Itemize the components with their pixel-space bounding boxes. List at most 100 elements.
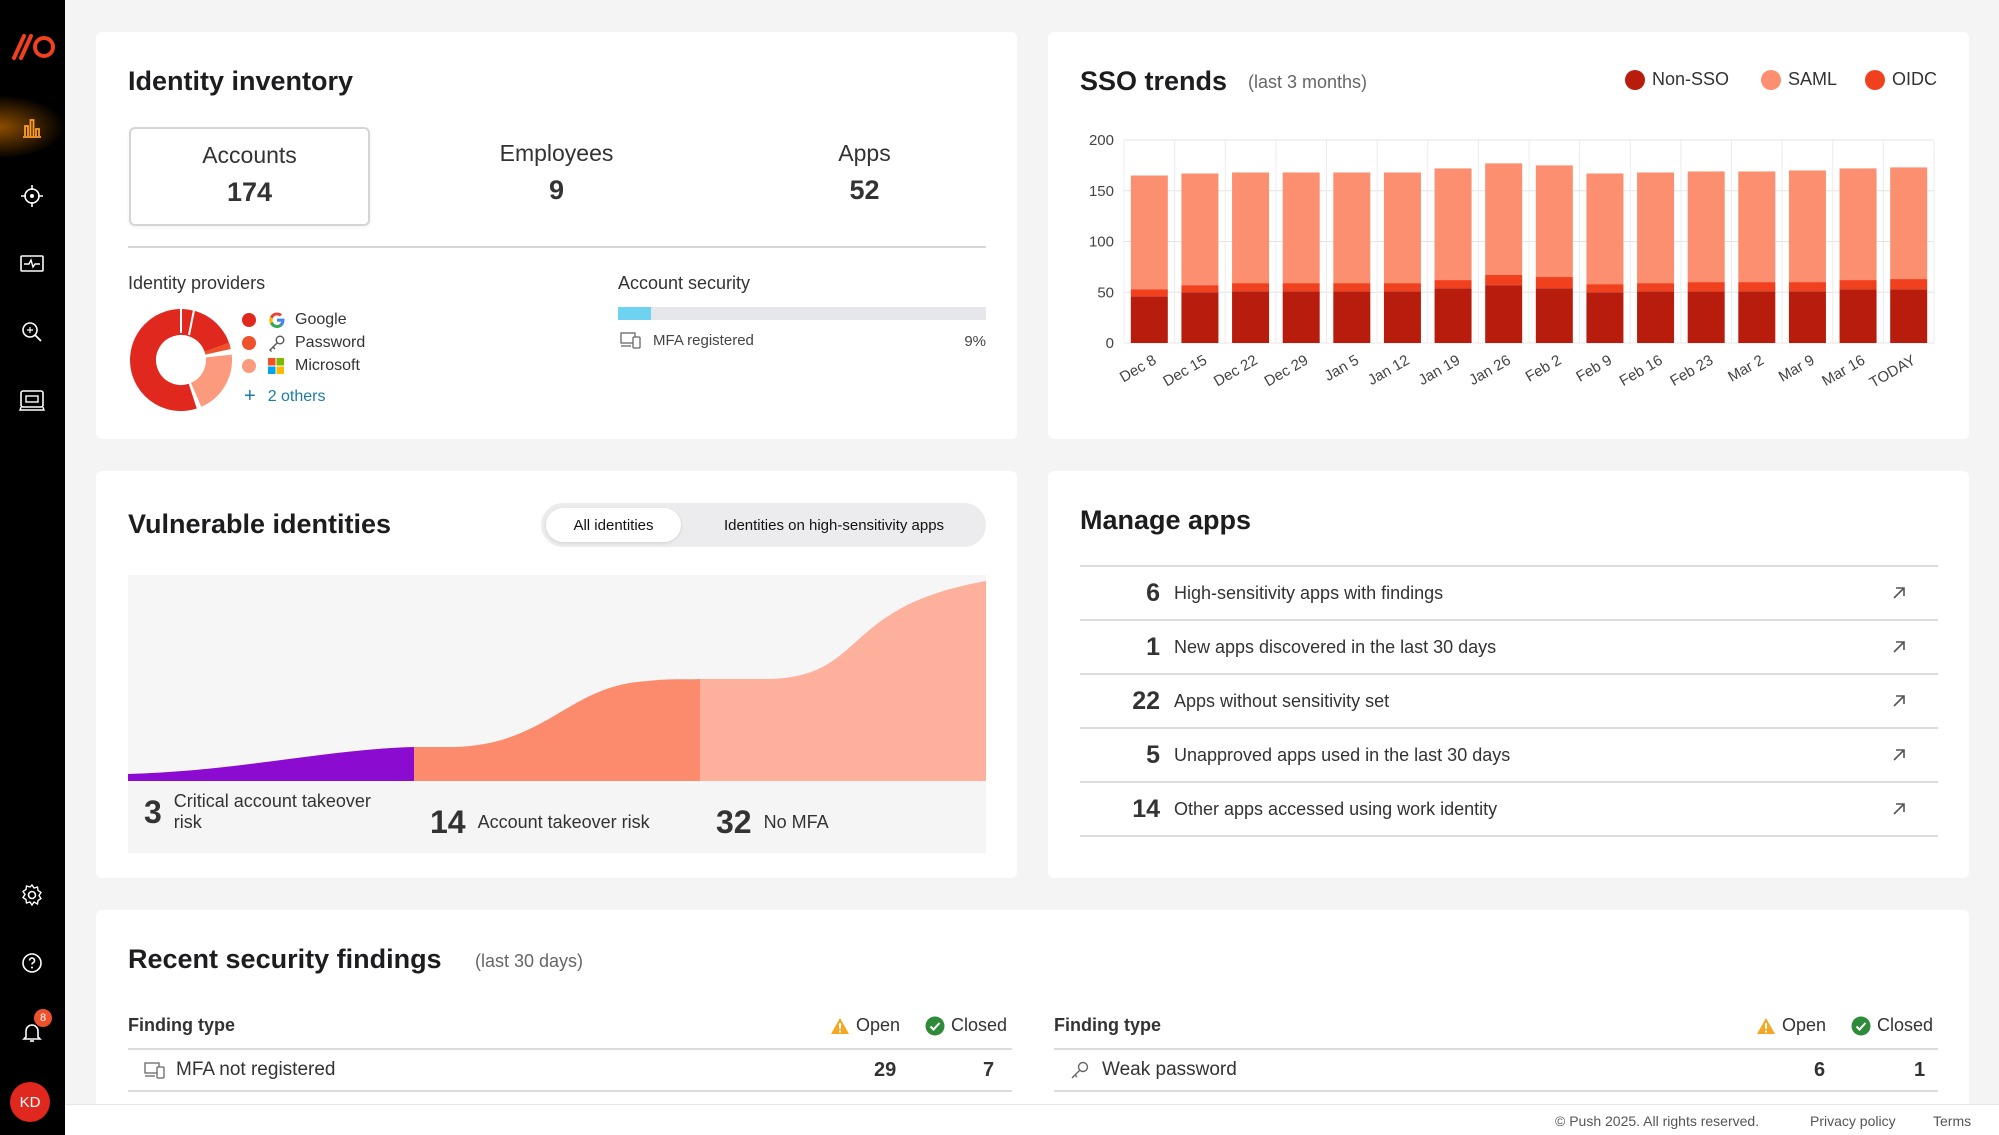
monitor-icon[interactable]: [16, 248, 48, 280]
key-icon: [269, 335, 285, 352]
legend-label: OIDC: [1892, 69, 1937, 89]
stat-apps[interactable]: Apps 52: [744, 127, 985, 226]
stat-label: No MFA: [763, 812, 829, 832]
privacy-link[interactable]: Privacy policy: [1810, 1113, 1896, 1129]
app-row-work-identity[interactable]: 14 Other apps accessed using work identi…: [1080, 783, 1938, 837]
bar-saml: [1485, 163, 1523, 275]
bar-non-sso: [1637, 291, 1675, 343]
stat-no-mfa[interactable]: 32 No MFA: [716, 804, 829, 841]
sso-trends-title: SSO trends: [1080, 66, 1228, 96]
app-count: 22: [1132, 686, 1160, 715]
identity-providers-donut: [130, 308, 232, 411]
bar-non-sso: [1333, 291, 1371, 343]
gear-icon[interactable]: [16, 879, 48, 911]
bar-oidc: [1333, 283, 1371, 292]
finding-row-mfa[interactable]: MFA not registered 29 7: [128, 1048, 1012, 1092]
stat-critical-takeover[interactable]: 3 Critical account takeover risk: [144, 791, 404, 833]
browser-icon[interactable]: [16, 384, 48, 416]
app-count: 14: [1132, 794, 1160, 823]
bar-non-sso: [1282, 291, 1320, 343]
legend-password: Password: [242, 334, 365, 352]
x-tick-label: Mar 16: [1819, 352, 1868, 390]
x-tick-label: Feb 9: [1573, 352, 1615, 386]
arrow-up-right-icon: [1893, 641, 1905, 653]
crosshair-icon[interactable]: [16, 180, 48, 212]
bar-oidc: [1890, 279, 1928, 290]
vulnerable-stats: 3 Critical account takeover risk 14 Acco…: [128, 781, 986, 853]
avatar[interactable]: KD: [10, 1082, 50, 1122]
app-row-no-sensitivity[interactable]: 22 Apps without sensitivity set: [1080, 675, 1938, 729]
legend-saml: SAML: [1761, 69, 1837, 90]
bar-oidc: [1282, 283, 1320, 292]
y-tick-label: 150: [1089, 183, 1114, 200]
finding-closed-count: 1: [1914, 1058, 1926, 1081]
x-tick-label: Jan 5: [1322, 352, 1362, 385]
help-icon[interactable]: [16, 947, 48, 979]
legend-dot: [1865, 69, 1885, 90]
divider: [128, 246, 986, 248]
stat-label: Accounts: [202, 142, 297, 168]
devices-icon: [620, 332, 641, 349]
plus-icon: +: [244, 385, 256, 407]
closed-header: Closed: [925, 1015, 1007, 1036]
x-tick-label: Jan 26: [1466, 352, 1514, 389]
legend-google: Google: [242, 311, 347, 329]
toggle-all-identities[interactable]: All identities: [546, 508, 681, 542]
check-circle-icon: [1851, 1016, 1871, 1035]
arrow-up-right-icon: [1893, 749, 1905, 761]
google-icon: [269, 312, 285, 328]
legend-label: Password: [295, 334, 366, 351]
stat-accounts[interactable]: Accounts 174: [129, 127, 370, 226]
divider: [1080, 565, 1938, 567]
app-row-new-apps[interactable]: 1 New apps discovered in the last 30 day…: [1080, 621, 1938, 675]
app-label: Apps without sensitivity set: [1174, 690, 1390, 711]
bar-saml: [1434, 168, 1472, 281]
bar-non-sso: [1130, 296, 1168, 343]
stat-employees[interactable]: Employees 9: [436, 127, 677, 226]
bar-saml: [1890, 167, 1928, 280]
legend-dot: [242, 313, 256, 327]
bar-saml: [1383, 172, 1421, 284]
closed-label: Closed: [951, 1015, 1008, 1035]
bell-icon[interactable]: [16, 1016, 48, 1048]
area-critical-takeover: [128, 747, 414, 781]
legend-oidc: OIDC: [1865, 69, 1937, 90]
push-logo[interactable]: [10, 34, 55, 60]
dashboard-icon[interactable]: [16, 112, 48, 144]
legend-dot: [242, 359, 256, 373]
terms-link[interactable]: Terms: [1933, 1113, 1972, 1129]
microsoft-icon: [268, 358, 284, 374]
app-count: 1: [1146, 632, 1160, 661]
x-tick-label: Feb 23: [1667, 352, 1716, 390]
bar-oidc: [1181, 285, 1219, 293]
sidebar: 8 KD: [0, 0, 65, 1135]
finding-row-weak-password[interactable]: Weak password 6 1: [1054, 1048, 1938, 1092]
others-link[interactable]: + 2 others: [242, 385, 326, 408]
bar-oidc: [1788, 282, 1826, 292]
closed-label: Closed: [1877, 1015, 1934, 1035]
key-icon: [1071, 1061, 1089, 1079]
bar-oidc: [1738, 282, 1776, 292]
bar-oidc: [1535, 277, 1573, 289]
stat-label: Critical account takeover risk: [173, 791, 371, 832]
bar-saml: [1282, 172, 1320, 284]
bar-non-sso: [1586, 292, 1624, 343]
bar-oidc: [1687, 282, 1725, 292]
bar-saml: [1637, 172, 1675, 284]
app-row-high-sensitivity[interactable]: 6 High-sensitivity apps with findings: [1080, 567, 1938, 621]
stat-takeover-risk[interactable]: 14 Account takeover risk: [430, 804, 650, 841]
legend-dot: [1761, 69, 1781, 90]
bar-non-sso: [1434, 288, 1472, 343]
toggle-high-sensitivity[interactable]: Identities on high-sensitivity apps: [723, 516, 945, 534]
bar-oidc: [1434, 280, 1472, 289]
bar-non-sso: [1788, 291, 1826, 343]
devices-icon: [144, 1062, 165, 1079]
x-tick-label: Jan 12: [1365, 352, 1413, 389]
legend-label: SAML: [1788, 69, 1838, 89]
bar-non-sso: [1232, 291, 1270, 343]
y-tick-label: 200: [1089, 132, 1114, 149]
app-row-unapproved[interactable]: 5 Unapproved apps used in the last 30 da…: [1080, 729, 1938, 783]
search-icon[interactable]: [16, 316, 48, 348]
findings-title: Recent security findings: [128, 944, 442, 974]
manage-apps-title: Manage apps: [1080, 505, 1252, 535]
